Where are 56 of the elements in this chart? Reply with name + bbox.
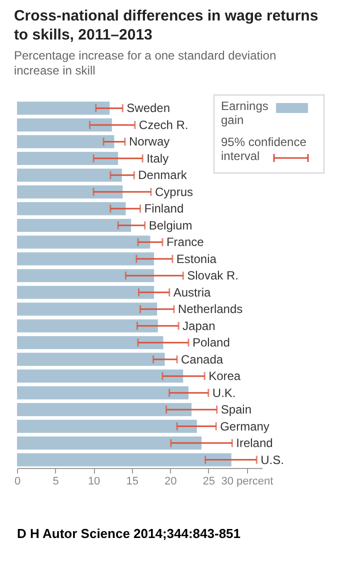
y-tick-label: U.K. — [212, 386, 236, 400]
bar — [17, 102, 110, 115]
y-tick-label: Spain — [220, 402, 252, 417]
y-tick-label: Austria — [173, 285, 212, 300]
bar — [17, 352, 165, 366]
bar — [17, 286, 154, 299]
y-tick-label: Finland — [144, 202, 184, 216]
x-tick-label: 0 — [14, 476, 21, 488]
y-tick-label: Estonia — [176, 252, 217, 266]
y-tick-label: Sweden — [126, 101, 170, 116]
bar — [17, 168, 122, 182]
x-tick-label: 10 — [88, 476, 100, 488]
y-tick-label: Japan — [182, 318, 216, 333]
bar — [17, 218, 132, 232]
chart-subtitle: Percentage increase for a one standard deviation increase in skill — [14, 48, 276, 78]
y-tick-label: Norway — [128, 134, 170, 149]
annotation: 95% confidence interval — [221, 135, 307, 163]
y-tick-label: France — [166, 235, 204, 250]
legend-label: Earnings gain — [221, 99, 268, 127]
y-tick-label: Italy — [146, 151, 169, 166]
x-tick-label: 15 — [126, 476, 138, 488]
bar — [17, 319, 158, 332]
bar — [17, 118, 112, 132]
x-tick-label: 30 percent — [221, 476, 274, 488]
bar — [17, 370, 184, 383]
x-tick-label: 20 — [164, 476, 177, 488]
y-tick-label: Poland — [192, 336, 230, 350]
bar — [17, 453, 232, 466]
chart-title: Cross-national differences in wage returns to skills, 2011–2013 — [14, 7, 318, 44]
y-tick-label: U.S. — [260, 452, 284, 467]
y-tick-label: Czech R. — [138, 118, 188, 132]
bar — [17, 185, 123, 198]
bar — [17, 135, 114, 148]
bar — [17, 336, 164, 350]
bar — [17, 420, 197, 433]
y-tick-label: Netherlands — [178, 302, 243, 316]
bar — [17, 302, 158, 316]
x-tick-label: 25 — [202, 476, 216, 488]
y-tick-label: Canada — [181, 352, 224, 366]
y-tick-label: Belgium — [148, 218, 192, 232]
y-tick-label: Slovak R. — [187, 268, 238, 283]
bar — [17, 403, 192, 416]
text: D H Autor Science 2014;344:843-851 — [17, 526, 241, 541]
y-tick-label: Korea — [208, 369, 241, 384]
y-tick-label: Ireland — [236, 436, 273, 450]
bar — [17, 269, 154, 282]
bar — [17, 202, 126, 216]
bar — [17, 252, 154, 266]
y-tick-label: Germany — [220, 419, 270, 434]
bar — [17, 436, 202, 450]
y-tick-label: Cyprus — [154, 184, 193, 199]
x-tick-label: 5 — [52, 476, 59, 488]
bar — [17, 236, 150, 249]
bar — [17, 386, 188, 400]
y-tick-label: Denmark — [138, 168, 188, 182]
bar — [17, 152, 118, 165]
